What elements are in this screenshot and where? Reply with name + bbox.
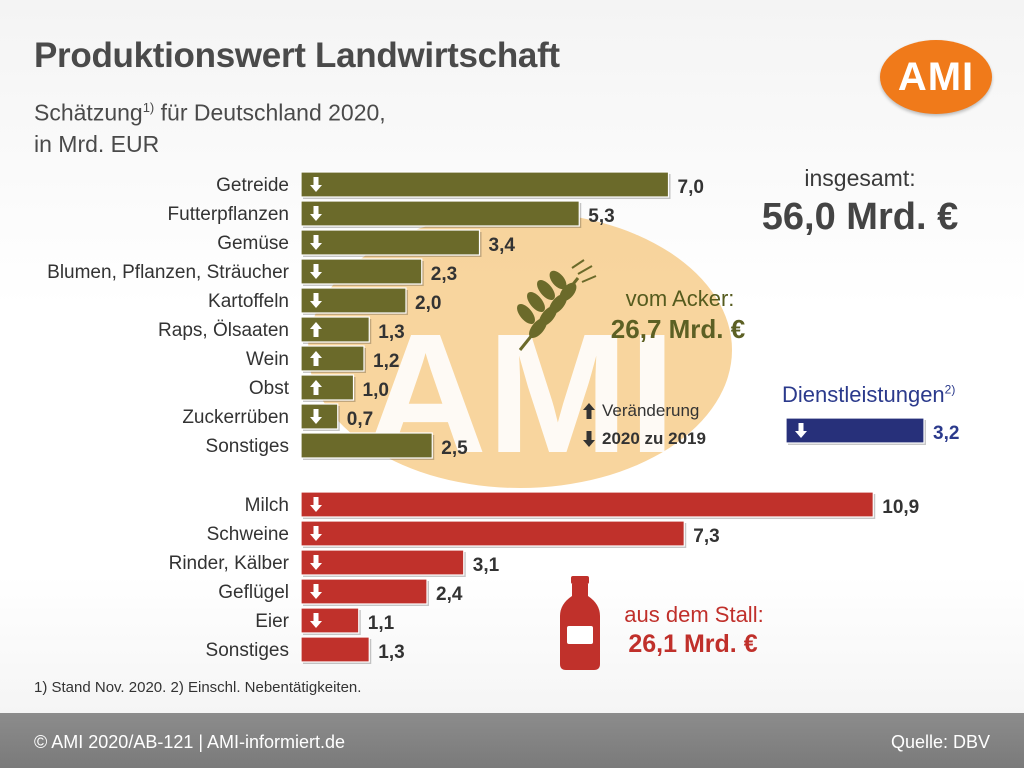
category-label: Getreide <box>216 175 289 196</box>
category-label: Eier <box>255 611 289 632</box>
subtitle-footnote-ref: 1) <box>142 100 155 115</box>
bar-aus-dem-stall-schweine <box>300 520 685 547</box>
arrow-down-icon <box>310 584 322 599</box>
category-label: Schweine <box>207 524 289 545</box>
value-label: 2,0 <box>415 293 441 314</box>
bar-aus-dem-stall-eier <box>300 607 360 634</box>
bar-aus-dem-stall-rinder-kälber <box>300 549 465 576</box>
bar-vom-acker-wein <box>300 345 365 372</box>
value-label: 5,3 <box>588 206 614 227</box>
value-label: 1,2 <box>373 351 399 372</box>
category-label: Rinder, Kälber <box>169 553 290 574</box>
value-label: 3,1 <box>473 555 500 576</box>
arrow-down-icon <box>310 409 322 424</box>
bar-vom-acker-gemüse <box>300 229 481 256</box>
arrow-down-icon <box>310 177 322 192</box>
arrow-down-icon <box>310 206 322 221</box>
category-label: Obst <box>249 378 290 399</box>
value-label: 2,5 <box>441 438 468 459</box>
acker-label: vom Acker: <box>625 286 735 311</box>
arrow-down-icon <box>310 526 322 541</box>
services-label-text: Dienstleistungen <box>782 382 945 407</box>
value-label: 2,3 <box>431 264 457 285</box>
wheat-icon <box>517 259 597 351</box>
legend-up-label: Veränderung <box>602 401 700 420</box>
arrow-down-icon <box>310 293 322 308</box>
arrow-down-icon <box>310 235 322 250</box>
footnote: 1) Stand Nov. 2020. 2) Einschl. Nebentät… <box>34 679 362 696</box>
value-label: 1,3 <box>378 642 404 663</box>
bar-aus-dem-stall-sonstiges <box>300 636 370 663</box>
value-label: 3,2 <box>933 423 959 444</box>
bar-vom-acker-obst <box>300 374 355 401</box>
services-footnote-ref: 2) <box>944 382 956 397</box>
value-label: 1,0 <box>363 380 389 401</box>
arrow-up-icon <box>310 322 322 337</box>
footer-bar: © AMI 2020/AB-121 | AMI-informiert.de Qu… <box>0 713 1024 768</box>
arrow-up-icon <box>310 380 322 395</box>
bar-vom-acker-sonstiges <box>300 432 433 459</box>
subtitle-text-rest: für Deutschland 2020, <box>154 99 386 126</box>
category-label: Gemüse <box>217 233 289 254</box>
value-label: 2,4 <box>436 584 463 605</box>
category-label: Zuckerrüben <box>182 407 289 428</box>
stall-label: aus dem Stall: <box>624 602 764 627</box>
category-label: Kartoffeln <box>208 291 289 312</box>
subtitle: Schätzung1) für Deutschland 2020, in Mrd… <box>34 92 386 160</box>
arrow-down-icon <box>310 555 322 570</box>
legend-down: 2020 zu 2019 <box>582 429 706 449</box>
services-label: Dienstleistungen2) <box>782 382 955 408</box>
subtitle-unit: in Mrd. EUR <box>34 130 160 157</box>
arrow-down-icon <box>310 497 322 512</box>
legend-down-label: 2020 zu 2019 <box>602 429 706 448</box>
bar-vom-acker-getreide <box>300 171 670 198</box>
bar-aus-dem-stall-milch <box>300 491 874 518</box>
category-label: Milch <box>245 495 289 516</box>
bar-aus-dem-stall-geflügel <box>300 578 428 605</box>
ami-logo-text: AMI <box>897 54 975 99</box>
value-label: 0,7 <box>347 409 373 430</box>
footer-source: Quelle: DBV <box>890 732 990 752</box>
value-label: 7,0 <box>678 177 704 198</box>
value-label: 1,3 <box>378 322 404 343</box>
category-label: Geflügel <box>218 582 289 603</box>
bar-vom-acker-futterpflanzen <box>300 200 580 227</box>
category-label: Raps, Ölsaaten <box>158 320 289 341</box>
stall-value: 26,1 Mrd. € <box>628 630 758 658</box>
subtitle-text: Schätzung <box>34 99 143 126</box>
arrow-up-icon <box>583 403 595 419</box>
category-label: Wein <box>246 349 289 370</box>
total-label: insgesamt: <box>804 165 916 191</box>
milk-bottle-icon <box>560 576 600 670</box>
bar-vom-acker-blumen-pflanzen-sträucher <box>300 258 423 285</box>
ami-logo: AMI <box>880 40 992 114</box>
arrow-up-icon <box>310 351 322 366</box>
arrow-down-icon <box>795 423 807 438</box>
value-label: 7,3 <box>693 526 719 547</box>
bar-dienstleistungen-dienstleistungen <box>785 417 925 444</box>
value-label: 3,4 <box>489 235 516 256</box>
arrow-down-icon <box>583 431 595 447</box>
value-label: 1,1 <box>368 613 395 634</box>
page-title: Produktionswert Landwirtschaft <box>34 36 560 75</box>
value-label: 10,9 <box>882 497 919 518</box>
category-label: Futterpflanzen <box>168 204 289 225</box>
bar-vom-acker-zuckerrüben <box>300 403 339 430</box>
bar-vom-acker-raps-ölsaaten <box>300 316 370 343</box>
category-label: Sonstiges <box>206 436 289 457</box>
arrow-down-icon <box>310 264 322 279</box>
arrow-down-icon <box>310 613 322 628</box>
category-label: Blumen, Pflanzen, Sträucher <box>47 262 290 283</box>
acker-value: 26,7 Mrd. € <box>610 314 746 344</box>
footer-copyright: © AMI 2020/AB-121 | AMI-informiert.de <box>34 732 346 752</box>
legend-up: Veränderung <box>582 401 699 421</box>
category-label: Sonstiges <box>206 640 289 661</box>
total-value: 56,0 Mrd. € <box>761 196 959 238</box>
